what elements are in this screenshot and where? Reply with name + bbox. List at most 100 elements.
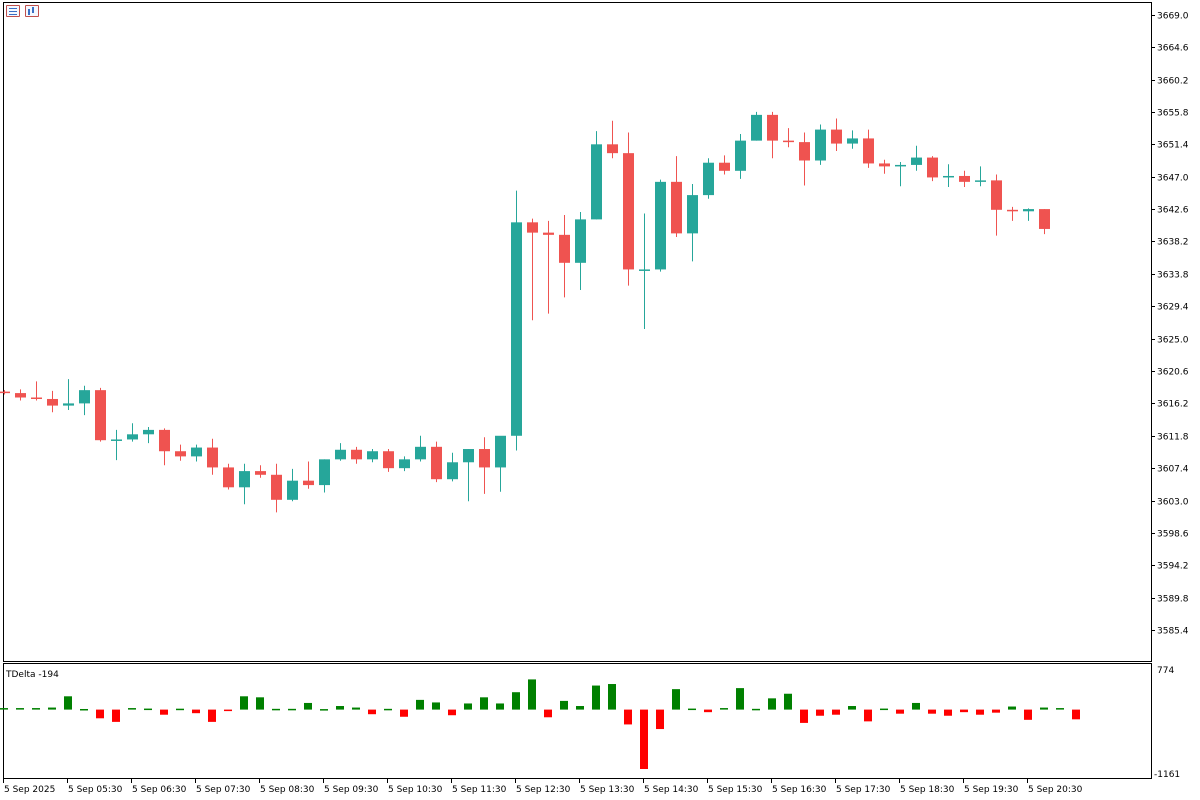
candle-body <box>511 222 522 436</box>
delta-bar <box>176 708 184 711</box>
candle-body <box>735 140 746 171</box>
delta-bar <box>656 709 664 730</box>
candle-body <box>575 219 586 263</box>
delta-bar <box>848 706 856 710</box>
delta-bar <box>400 709 408 717</box>
delta-bar <box>608 684 616 710</box>
delta-bar <box>864 709 872 722</box>
delta-bar <box>1024 709 1032 720</box>
candle-body <box>143 429 154 435</box>
delta-histogram <box>0 679 1080 769</box>
price-tick-label: 3611.8 <box>1157 433 1189 443</box>
delta-bar <box>752 708 760 711</box>
chart-toolbar <box>6 5 39 17</box>
candle-body <box>79 390 90 404</box>
candle-body <box>831 129 842 144</box>
delta-bar <box>464 703 472 710</box>
delta-bar <box>48 707 56 710</box>
time-tick-label: 5 Sep 18:30 <box>900 785 955 795</box>
candle-body <box>975 180 986 182</box>
candle-body <box>303 480 314 486</box>
candle-body <box>15 393 26 398</box>
delta-bar <box>160 709 168 715</box>
time-tick-label: 5 Sep 07:30 <box>196 785 251 795</box>
candle-body <box>1007 209 1018 212</box>
candle-body <box>319 459 330 486</box>
price-tick-label: 3607.4 <box>1157 465 1189 475</box>
candle-body <box>223 467 234 488</box>
price-pane[interactable] <box>3 2 1152 662</box>
delta-bar <box>720 708 728 710</box>
candle-body <box>63 403 74 406</box>
time-tick-label: 5 Sep 11:30 <box>452 785 507 795</box>
delta-bar <box>272 708 280 711</box>
time-tick-label: 5 Sep 13:30 <box>580 785 635 795</box>
price-tick-label: 3585.4 <box>1157 627 1189 637</box>
price-tick-label: 3669.0 <box>1157 12 1189 22</box>
delta-bar <box>0 708 8 710</box>
delta-bar <box>768 698 776 710</box>
price-tick-label: 3598.6 <box>1157 530 1189 540</box>
candle-body <box>175 451 186 457</box>
time-axis: 5 Sep 2025 5 Sep 05:30 5 Sep 06:30 5 Sep 07… <box>3 779 1083 795</box>
candle-body <box>111 439 122 441</box>
candle-body <box>287 480 298 500</box>
delta-bar <box>384 708 392 711</box>
delta-bar <box>368 709 376 715</box>
candle-body <box>687 195 698 234</box>
time-tick-label: 5 Sep 15:30 <box>708 785 763 795</box>
time-tick-label: 5 Sep 16:30 <box>772 785 827 795</box>
delta-bar <box>800 709 808 723</box>
candle-body <box>527 222 538 233</box>
candle-body <box>1039 209 1050 229</box>
delta-bar <box>80 708 88 711</box>
time-tick-label: 5 Sep 10:30 <box>388 785 443 795</box>
indicator-pane[interactable] <box>3 663 1152 779</box>
candles-layer <box>0 111 1050 513</box>
candle-body <box>959 175 970 182</box>
candle-body <box>815 129 826 161</box>
delta-bar <box>640 709 648 769</box>
candle-body <box>271 474 282 500</box>
candle-body <box>879 163 890 167</box>
candle-body <box>447 462 458 480</box>
candle-body <box>335 449 346 460</box>
indicator-min-label: -1161 <box>1154 770 1180 780</box>
candle-body <box>927 157 938 178</box>
candle-body <box>367 451 378 460</box>
depth-of-market-icon[interactable] <box>25 5 39 17</box>
candle-body <box>543 232 554 235</box>
price-tick-label: 3664.6 <box>1157 44 1189 54</box>
price-tick-label: 3655.8 <box>1157 109 1189 119</box>
candle-body <box>719 162 730 171</box>
candle-body <box>1023 209 1034 212</box>
delta-bar <box>912 702 920 710</box>
delta-bar <box>736 688 744 710</box>
candle-body <box>911 157 922 165</box>
delta-bar <box>784 693 792 710</box>
delta-bar <box>624 709 632 725</box>
candle-body <box>559 234 570 263</box>
price-tick-label: 3642.6 <box>1157 206 1189 216</box>
candle-body <box>159 429 170 452</box>
delta-bar <box>320 709 328 711</box>
time-tick-label: 5 Sep 14:30 <box>644 785 699 795</box>
delta-bar <box>192 709 200 714</box>
price-tick-label: 3589.8 <box>1157 595 1189 605</box>
time-tick-label: 5 Sep 06:30 <box>132 785 187 795</box>
candle-body <box>415 446 426 460</box>
delta-bar <box>1040 707 1048 710</box>
time-tick-label: 5 Sep 05:30 <box>68 785 123 795</box>
one-click-trading-icon[interactable] <box>6 5 20 17</box>
delta-bar <box>112 709 120 722</box>
delta-bar <box>256 697 264 710</box>
price-tick-label: 3625.0 <box>1157 336 1189 346</box>
delta-bar <box>704 709 712 713</box>
price-tick-label: 3651.4 <box>1157 141 1189 151</box>
delta-bar <box>880 708 888 711</box>
candle-body <box>847 138 858 144</box>
price-tick-label: 3629.4 <box>1157 303 1189 313</box>
delta-bar <box>688 708 696 711</box>
candle-body <box>783 140 794 143</box>
